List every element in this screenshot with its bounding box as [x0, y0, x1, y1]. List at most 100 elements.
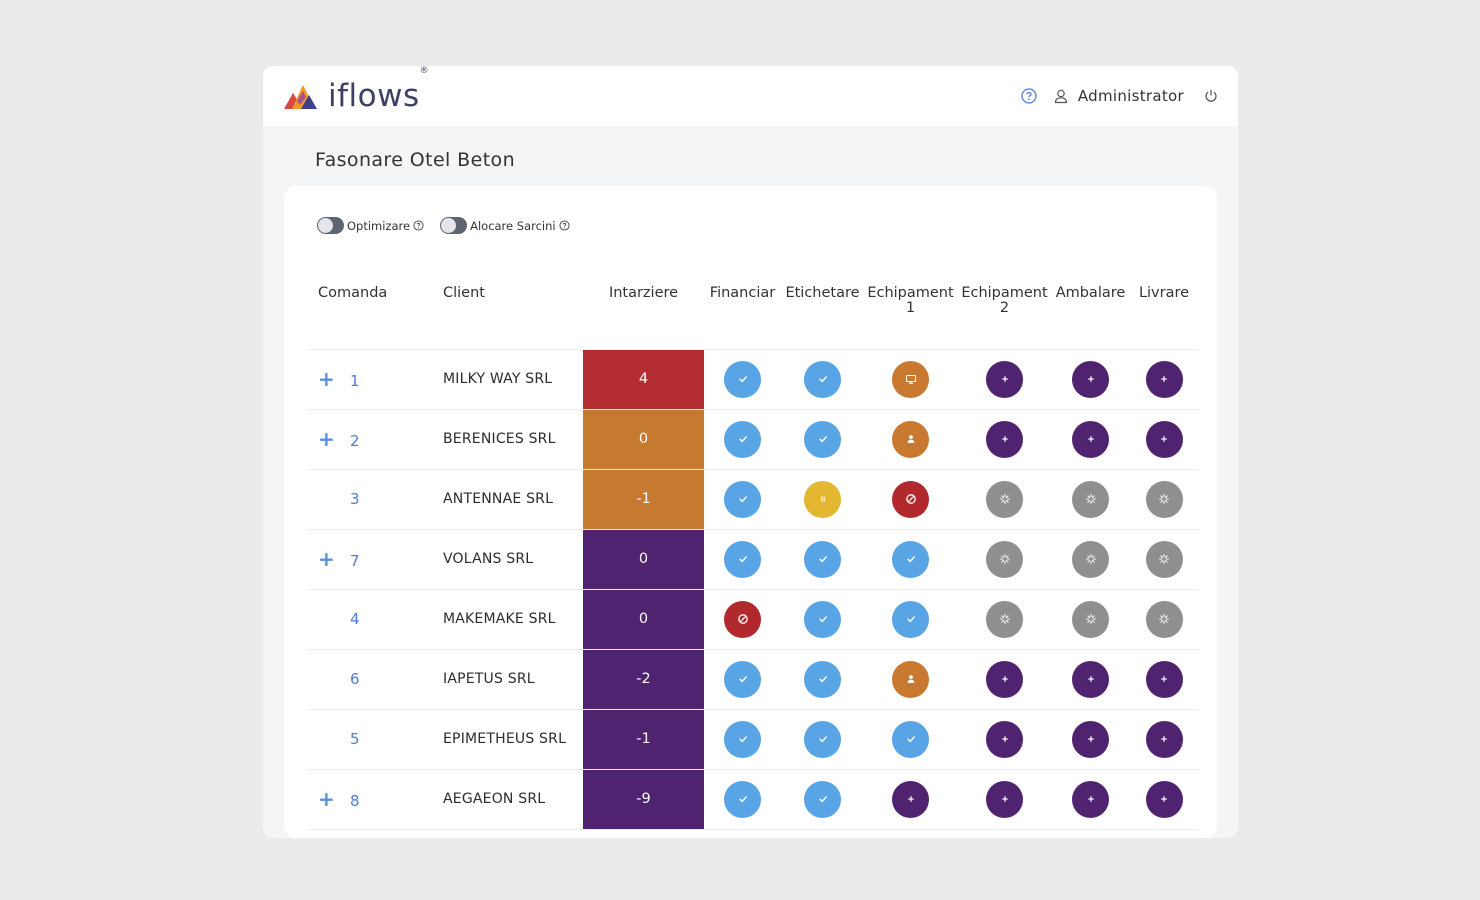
- order-number-link[interactable]: 3: [350, 490, 360, 508]
- financiar-status-button[interactable]: [724, 480, 761, 518]
- table-row[interactable]: 3 ANTENNAE SRL -1: [308, 469, 1199, 530]
- check-icon: [818, 556, 827, 563]
- echipament-2-cell: [957, 409, 1052, 470]
- table-row[interactable]: +1 MILKY WAY SRL 4: [308, 349, 1199, 410]
- ambalare-status-button[interactable]: [1072, 480, 1109, 518]
- livrare-status-button[interactable]: [1145, 720, 1183, 758]
- table-row[interactable]: 4 MAKEMAKE SRL 0: [308, 589, 1199, 650]
- ambalare-status-button[interactable]: [1072, 780, 1109, 818]
- col-header-client[interactable]: Client: [432, 276, 583, 350]
- echipament-2-status-button[interactable]: [986, 720, 1023, 758]
- etichetare-status-button[interactable]: [804, 600, 841, 638]
- livrare-status-button[interactable]: [1145, 420, 1183, 458]
- financiar-cell: [704, 409, 781, 470]
- livrare-status-button[interactable]: [1145, 540, 1183, 578]
- financiar-status-button[interactable]: [724, 780, 761, 818]
- echipament-2-status-button[interactable]: [986, 420, 1023, 458]
- livrare-status-button[interactable]: [1145, 600, 1183, 638]
- echipament-2-status-button[interactable]: [986, 780, 1023, 818]
- table-row[interactable]: +7 VOLANS SRL 0: [308, 529, 1199, 590]
- financiar-status-button[interactable]: [724, 600, 761, 638]
- echipament-1-status-button[interactable]: [892, 540, 929, 578]
- ambalare-status-button[interactable]: [1072, 540, 1109, 578]
- help-icon[interactable]: [1021, 88, 1037, 104]
- alocare-sarcini-toggle[interactable]: Alocare Sarcini: [440, 217, 570, 234]
- echipament-1-status-button[interactable]: [892, 720, 929, 758]
- table-row[interactable]: +8 AEGAEON SRL -9: [308, 769, 1199, 830]
- col-header-echipament-2[interactable]: Echipament 2: [957, 276, 1052, 350]
- info-icon[interactable]: [413, 220, 424, 231]
- optimizare-toggle[interactable]: Optimizare: [317, 217, 424, 234]
- col-header-comanda[interactable]: Comanda: [308, 276, 432, 350]
- order-number-link[interactable]: 6: [350, 670, 360, 688]
- etichetare-status-button[interactable]: [804, 540, 841, 578]
- livrare-status-button[interactable]: [1145, 480, 1183, 518]
- order-number-link[interactable]: 4: [350, 610, 360, 628]
- order-number-link[interactable]: 1: [350, 372, 360, 390]
- echipament-1-status-button[interactable]: [892, 360, 929, 398]
- col-header-ambalare[interactable]: Ambalare: [1052, 276, 1129, 350]
- etichetare-status-button[interactable]: [804, 360, 841, 398]
- table-body: +1 MILKY WAY SRL 4 +2 BERENICES SRL 0 3 ANTENNA…: [308, 349, 1199, 830]
- livrare-status-button[interactable]: [1145, 660, 1183, 698]
- etichetare-status-button[interactable]: [804, 720, 841, 758]
- etichetare-status-button[interactable]: [804, 780, 841, 818]
- ambalare-status-button[interactable]: [1072, 600, 1109, 638]
- expand-row-button[interactable]: +: [318, 787, 335, 811]
- ambalare-status-button[interactable]: [1072, 360, 1109, 398]
- col-header-intarziere[interactable]: Intarziere: [583, 276, 704, 350]
- expand-row-button[interactable]: +: [318, 367, 335, 391]
- livrare-status-button[interactable]: [1145, 780, 1183, 818]
- order-number-link[interactable]: 5: [350, 730, 360, 748]
- order-number-link[interactable]: 8: [350, 792, 360, 810]
- ambalare-status-button[interactable]: [1072, 660, 1109, 698]
- livrare-status-button[interactable]: [1145, 360, 1183, 398]
- table-row[interactable]: 5 EPIMETHEUS SRL -1: [308, 709, 1199, 770]
- etichetare-status-button[interactable]: [804, 480, 841, 518]
- financiar-status-button[interactable]: [724, 420, 761, 458]
- user-name[interactable]: Administrator: [1077, 87, 1184, 105]
- order-number-link[interactable]: 7: [350, 552, 360, 570]
- echipament-2-status-button[interactable]: [986, 480, 1023, 518]
- echipament-2-status-button[interactable]: [986, 360, 1023, 398]
- echipament-2-status-button[interactable]: [986, 540, 1023, 578]
- info-icon[interactable]: [559, 220, 570, 231]
- col-header-financiar[interactable]: Financiar: [704, 276, 781, 350]
- financiar-status-button[interactable]: [724, 360, 761, 398]
- client-cell: IAPETUS SRL: [432, 649, 583, 710]
- header-line: Echipament: [961, 285, 1048, 301]
- expand-row-button[interactable]: +: [318, 427, 335, 451]
- echipament-1-status-button[interactable]: [892, 660, 929, 698]
- ambalare-status-button[interactable]: [1072, 720, 1109, 758]
- ambalare-status-button[interactable]: [1072, 420, 1109, 458]
- echipament-1-status-button[interactable]: [892, 480, 929, 518]
- col-header-etichetare[interactable]: Etichetare: [781, 276, 864, 350]
- ambalare-cell: [1052, 409, 1129, 470]
- col-header-livrare[interactable]: Livrare: [1129, 276, 1199, 350]
- logo[interactable]: iflows®: [284, 66, 429, 114]
- echipament-1-status-button[interactable]: [892, 600, 929, 638]
- etichetare-status-button[interactable]: [804, 420, 841, 458]
- echipament-1-status-button[interactable]: [892, 780, 929, 818]
- echipament-2-cell: [957, 709, 1052, 770]
- etichetare-cell: [781, 409, 864, 470]
- expand-row-button[interactable]: +: [318, 547, 335, 571]
- livrare-cell: [1129, 469, 1199, 530]
- delay-cell: -9: [583, 769, 704, 830]
- livrare-cell: [1129, 529, 1199, 590]
- financiar-status-button[interactable]: [724, 540, 761, 578]
- table-row[interactable]: 6 IAPETUS SRL -2: [308, 649, 1199, 710]
- table-row[interactable]: +2 BERENICES SRL 0: [308, 409, 1199, 470]
- alocare-sarcini-switch[interactable]: [440, 217, 468, 234]
- power-icon[interactable]: [1204, 89, 1218, 103]
- col-header-echipament-1[interactable]: Echipament 1: [864, 276, 957, 350]
- financiar-status-button[interactable]: [724, 660, 761, 698]
- echipament-2-status-button[interactable]: [986, 660, 1023, 698]
- optimizare-switch[interactable]: [317, 217, 344, 234]
- echipament-1-status-button[interactable]: [892, 420, 929, 458]
- order-number-link[interactable]: 2: [350, 432, 360, 450]
- etichetare-status-button[interactable]: [804, 660, 841, 698]
- financiar-status-button[interactable]: [724, 720, 761, 758]
- user-icon[interactable]: [1053, 88, 1069, 104]
- echipament-2-status-button[interactable]: [986, 600, 1023, 638]
